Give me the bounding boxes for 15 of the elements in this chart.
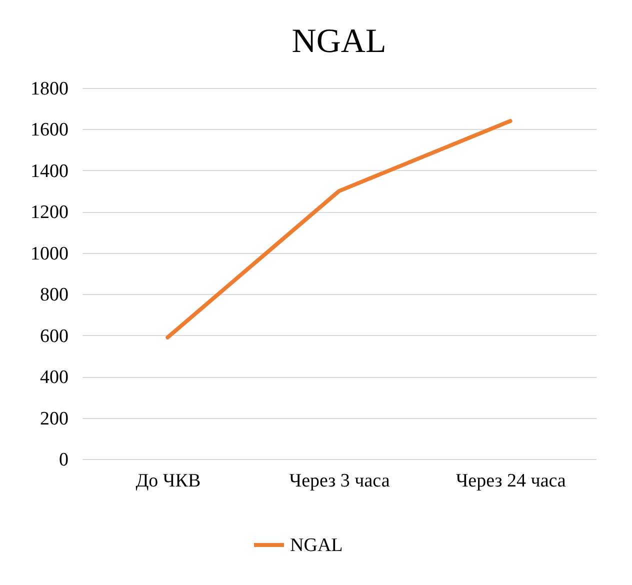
y-tick-label: 800 [40, 284, 68, 306]
x-tick-label: До ЧКВ [136, 470, 201, 492]
y-tick-label: 1600 [30, 120, 68, 141]
legend-label: NGAL [290, 535, 343, 556]
chart-title: NGAL [292, 23, 386, 60]
y-tick-label: 400 [40, 367, 68, 388]
x-tick-label: Через 3 часа [289, 470, 390, 492]
y-tick-label: 1000 [30, 243, 68, 264]
y-tick-label: 1400 [30, 160, 68, 182]
x-tick-label: Через 24 часа [456, 470, 566, 492]
y-tick-label: 600 [40, 326, 68, 347]
y-tick-label: 200 [40, 408, 68, 430]
y-tick-label: 0 [59, 450, 68, 470]
y-tick-label: 1800 [30, 78, 68, 100]
y-tick-label: 1200 [30, 202, 68, 224]
